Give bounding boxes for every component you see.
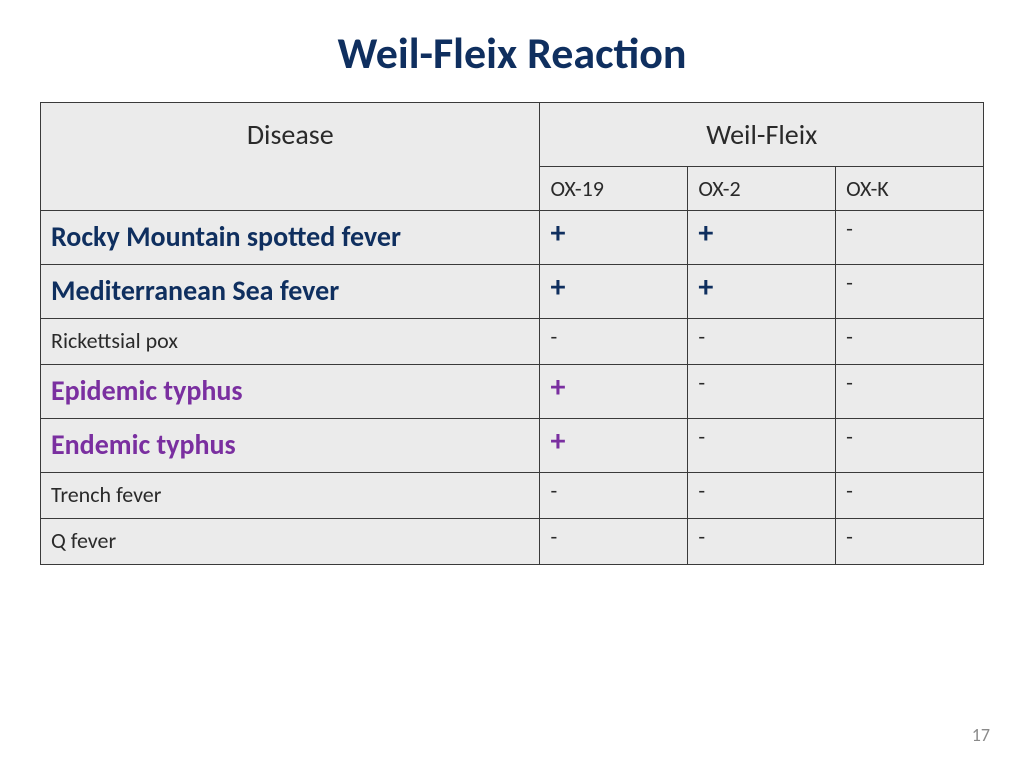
table-row: Epidemic typhus+-- [41,365,984,419]
value-cell: - [836,265,984,319]
disease-cell: Trench fever [41,473,540,519]
value-cell: + [540,211,688,265]
col-header-ox2: OX-2 [688,167,836,211]
value-cell: - [688,419,836,473]
page-number: 17 [972,724,990,746]
value-cell: + [688,265,836,319]
value-cell: - [836,319,984,365]
table-row: Rickettsial pox--- [41,319,984,365]
table-row: Rocky Mountain spotted fever++- [41,211,984,265]
table-row: Q fever--- [41,519,984,565]
page-title: Weil-Fleix Reaction [0,0,1024,102]
weil-fleix-table: Disease Weil-Fleix OX-19 OX-2 OX-K Rocky… [40,102,984,565]
disease-cell: Rickettsial pox [41,319,540,365]
table-body: Rocky Mountain spotted fever++-Mediterra… [41,211,984,565]
table-row: Trench fever--- [41,473,984,519]
disease-cell: Q fever [41,519,540,565]
value-cell: + [540,419,688,473]
value-cell: - [836,473,984,519]
table-container: Disease Weil-Fleix OX-19 OX-2 OX-K Rocky… [0,102,1024,565]
col-header-disease: Disease [41,103,540,211]
table-row: Endemic typhus+-- [41,419,984,473]
disease-cell: Rocky Mountain spotted fever [41,211,540,265]
value-cell: - [688,519,836,565]
value-cell: - [540,319,688,365]
value-cell: - [540,473,688,519]
value-cell: - [688,365,836,419]
value-cell: - [540,519,688,565]
disease-cell: Endemic typhus [41,419,540,473]
value-cell: - [688,319,836,365]
value-cell: + [540,265,688,319]
value-cell: + [688,211,836,265]
value-cell: - [836,419,984,473]
col-header-oxk: OX-K [836,167,984,211]
disease-cell: Mediterranean Sea fever [41,265,540,319]
value-cell: + [540,365,688,419]
table-row: Mediterranean Sea fever++- [41,265,984,319]
col-header-group: Weil-Fleix [540,103,984,167]
disease-cell: Epidemic typhus [41,365,540,419]
value-cell: - [836,365,984,419]
value-cell: - [836,211,984,265]
value-cell: - [688,473,836,519]
col-header-ox19: OX-19 [540,167,688,211]
value-cell: - [836,519,984,565]
